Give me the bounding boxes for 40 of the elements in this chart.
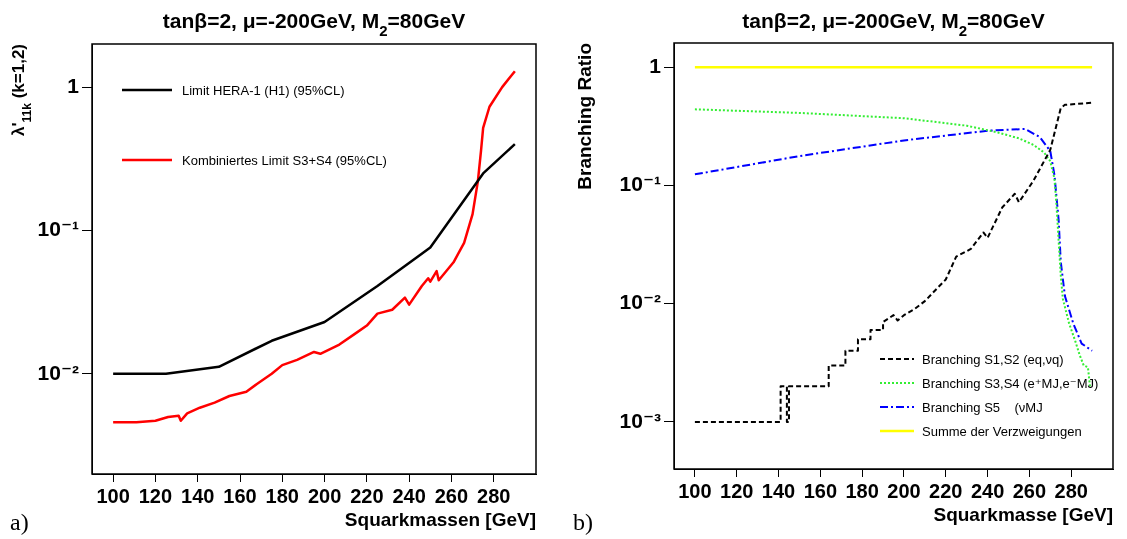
x-tick-label: 180 — [845, 479, 879, 502]
legend-label: Kombiniertes Limit S3+S4 (95%CL) — [182, 153, 387, 168]
x-tick-label: 240 — [392, 484, 426, 507]
x-tick-label: 240 — [970, 479, 1005, 502]
x-tick-label: 260 — [434, 484, 469, 507]
x-tick-label: 200 — [307, 484, 342, 507]
text: a) — [10, 509, 29, 535]
y-tick-label: 10⁻² — [619, 290, 662, 314]
legend-label: Branching S5 (νMJ — [922, 400, 1043, 415]
y-axis-title: Branching Ratio — [574, 43, 595, 190]
y-tick-label: 10⁻¹ — [37, 217, 80, 241]
x-tick-label: 120 — [138, 484, 173, 507]
y-tick-label: 1 — [649, 53, 662, 77]
legend-label: Summe der Verzweigungen — [922, 424, 1082, 439]
legend-label: Branching S3,S4 (e⁺MJ,e⁻MJ) — [922, 376, 1099, 391]
y-tick-label: 10⁻³ — [619, 408, 662, 432]
y-tick-label: 10⁻² — [37, 360, 80, 384]
x-tick-label: 140 — [761, 479, 796, 502]
line-series — [693, 127, 1094, 352]
x-tick-label: 280 — [477, 484, 511, 507]
x-axis-title: Squarkmassen [GeV] — [344, 509, 537, 530]
x-tick-label: 180 — [265, 484, 299, 507]
x-tick-label: 220 — [929, 479, 963, 502]
x-tick-label: 160 — [223, 484, 257, 507]
x-tick-label: 220 — [350, 484, 384, 507]
x-tick-label: 140 — [181, 484, 215, 507]
x-tick-label: 120 — [720, 479, 754, 502]
x-tick-label: 200 — [887, 479, 921, 502]
y-tick-label: 10⁻¹ — [619, 172, 662, 196]
x-tick-label: 260 — [1012, 479, 1047, 502]
x-tick-label: 100 — [678, 479, 712, 502]
x-tick-label: 100 — [96, 484, 130, 507]
x-tick-label: 280 — [1054, 479, 1088, 502]
x-tick-label: 160 — [803, 479, 838, 502]
legend-label: Limit HERA-1 (H1) (95%CL) — [182, 83, 345, 98]
y-axis-title: λ'11k (k=1,2) — [9, 44, 34, 136]
y-tick-label: 1 — [67, 73, 80, 97]
text: b) — [573, 509, 593, 535]
legend-label: Branching S1,S2 (eq,νq) — [922, 352, 1064, 367]
x-axis-title: Squarkmasse [GeV] — [933, 504, 1114, 525]
